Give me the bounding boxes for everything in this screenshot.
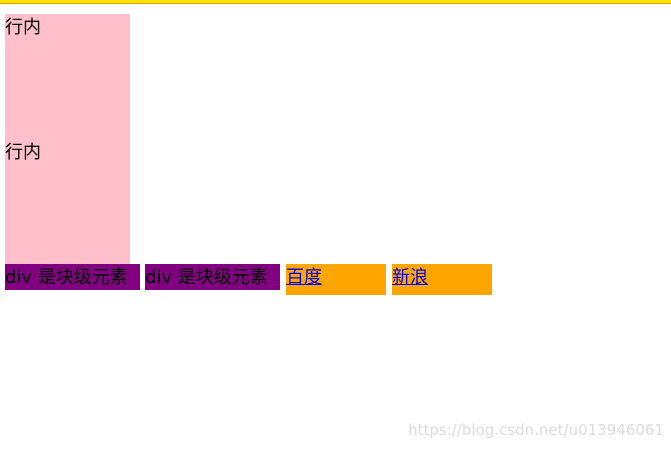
purple-span: div 是块级元素 bbox=[145, 264, 280, 290]
top-bar bbox=[0, 0, 671, 4]
purple-span: div 是块级元素 bbox=[5, 264, 140, 290]
watermark: https://blog.csdn.net/u013946061 bbox=[408, 421, 664, 439]
link[interactable]: 新浪 bbox=[392, 264, 492, 295]
link[interactable]: 百度 bbox=[286, 264, 386, 295]
inline-block: 行内 bbox=[5, 14, 130, 139]
inline-block: 行内 bbox=[5, 139, 130, 264]
